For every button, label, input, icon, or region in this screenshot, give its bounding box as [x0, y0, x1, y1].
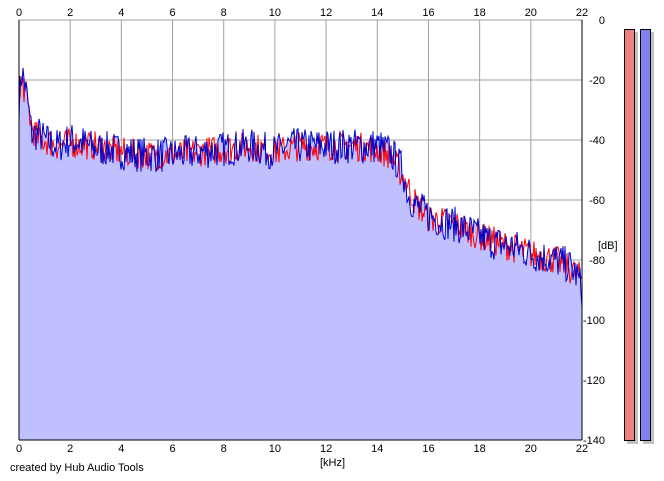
- x-tick-label-top: 12: [320, 7, 332, 19]
- x-tick-label-top: 8: [221, 7, 227, 19]
- x-tick-label-bottom: 12: [320, 443, 332, 455]
- y-tick-label: -40: [589, 135, 605, 147]
- y-tick-label: -20: [589, 75, 605, 87]
- y-tick-label: -120: [583, 375, 605, 387]
- spectrum-area: [19, 67, 582, 440]
- y-tick-label: 0: [599, 15, 605, 27]
- x-tick-label-top: 20: [525, 7, 537, 19]
- left-channel-meter: [624, 29, 635, 441]
- x-tick-label-bottom: 14: [371, 443, 383, 455]
- right-channel-meter: [640, 29, 651, 441]
- x-axis-label: [kHz]: [320, 457, 346, 469]
- plot-frame: [18, 20, 583, 441]
- right-channel-line: [18, 75, 583, 284]
- x-tick-label-top: 14: [371, 7, 383, 19]
- x-tick-label-top: 16: [422, 7, 434, 19]
- y-tick-label: -60: [589, 195, 605, 207]
- x-tick-label-bottom: 10: [269, 443, 281, 455]
- x-tick-label-bottom: 2: [67, 443, 73, 455]
- x-tick-label-bottom: 0: [16, 443, 22, 455]
- x-tick-label-top: 0: [16, 7, 22, 19]
- y-axis-label: [dB]: [598, 240, 618, 252]
- spectrum-lines: [18, 67, 583, 308]
- x-tick-label-top: 10: [269, 7, 281, 19]
- y-tick-labels: 0 -20 -40 -60 -80 -100 -120 -140: [583, 15, 605, 447]
- x-tick-label-bottom: 20: [525, 443, 537, 455]
- x-tick-label-bottom: 16: [422, 443, 434, 455]
- x-tick-label-bottom: 18: [474, 443, 486, 455]
- y-tick-label: -80: [589, 255, 605, 267]
- credit-text: created by Hub Audio Tools: [10, 462, 144, 474]
- x-tick-label-bottom: 6: [169, 443, 175, 455]
- y-tick-label: -100: [583, 315, 605, 327]
- x-tick-label-top: 2: [67, 7, 73, 19]
- x-tick-label-bottom: 22: [576, 443, 588, 455]
- x-tick-label-top: 6: [169, 7, 175, 19]
- x-tick-label-top: 22: [576, 7, 588, 19]
- x-tick-label-bottom: 4: [118, 443, 124, 455]
- y-tick-label: -140: [583, 435, 605, 447]
- spectrum-fill: [19, 67, 582, 440]
- x-tick-label-top: 4: [118, 7, 124, 19]
- left-channel-line: [18, 67, 583, 308]
- x-tick-label-top: 18: [474, 7, 486, 19]
- x-tick-label-bottom: 8: [221, 443, 227, 455]
